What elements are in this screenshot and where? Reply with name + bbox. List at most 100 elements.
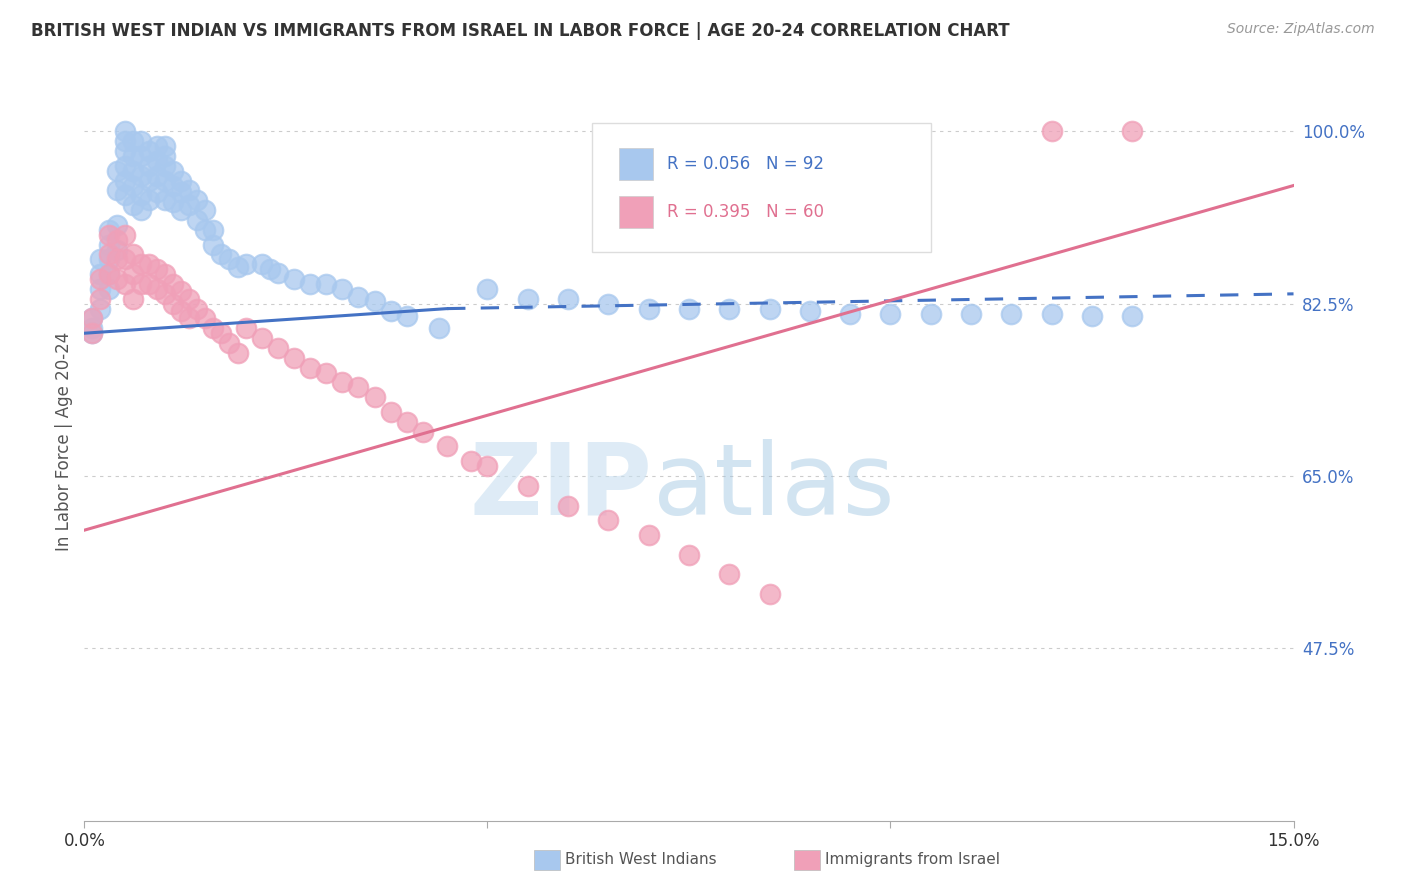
Point	[138, 159, 160, 173]
Point	[105, 252, 128, 267]
Point	[97, 252, 120, 267]
Point	[186, 194, 208, 208]
Point	[235, 257, 257, 271]
Point	[114, 188, 136, 202]
Text: Immigrants from Israel: Immigrants from Israel	[825, 853, 1000, 867]
Point	[194, 223, 217, 237]
Point	[758, 301, 780, 316]
Point	[105, 218, 128, 232]
Point	[598, 513, 620, 527]
Point	[97, 282, 120, 296]
Point	[105, 243, 128, 257]
Point	[146, 169, 169, 183]
Point	[105, 272, 128, 286]
Point	[1040, 124, 1063, 138]
Point	[347, 380, 370, 394]
Point	[153, 159, 176, 173]
Point	[395, 415, 418, 429]
Point	[179, 311, 201, 326]
Point	[162, 277, 184, 291]
Point	[330, 282, 353, 296]
Point	[920, 306, 942, 320]
Point	[105, 233, 128, 247]
Point	[218, 252, 240, 267]
Point	[209, 247, 232, 261]
Point	[412, 425, 434, 439]
Point	[202, 223, 225, 237]
Point	[1121, 310, 1143, 324]
Point	[1121, 124, 1143, 138]
Point	[1081, 310, 1104, 324]
Point	[960, 306, 983, 320]
Point	[202, 237, 225, 252]
Point	[138, 277, 160, 291]
Point	[477, 282, 499, 296]
Text: Source: ZipAtlas.com: Source: ZipAtlas.com	[1227, 22, 1375, 37]
Point	[516, 292, 538, 306]
Text: R = 0.395   N = 60: R = 0.395 N = 60	[668, 202, 824, 221]
Point	[598, 296, 620, 310]
Point	[637, 528, 659, 542]
Point	[89, 272, 111, 286]
Point	[121, 149, 143, 163]
Point	[250, 331, 273, 345]
Point	[637, 301, 659, 316]
Point	[89, 252, 111, 267]
Point	[121, 163, 143, 178]
Point	[82, 311, 104, 326]
Point	[283, 351, 305, 365]
Point	[557, 292, 579, 306]
Point	[121, 292, 143, 306]
Point	[315, 366, 337, 380]
Point	[283, 272, 305, 286]
Point	[678, 548, 700, 562]
Point	[97, 223, 120, 237]
Point	[82, 326, 104, 341]
Point	[129, 169, 152, 183]
Point	[170, 173, 193, 187]
FancyBboxPatch shape	[619, 148, 652, 180]
Point	[146, 282, 169, 296]
Point	[138, 257, 160, 271]
Point	[97, 247, 120, 261]
Point	[129, 277, 152, 291]
Point	[170, 203, 193, 218]
Point	[218, 336, 240, 351]
Point	[114, 252, 136, 267]
Point	[129, 188, 152, 202]
Point	[186, 213, 208, 227]
Point	[146, 186, 169, 200]
Point	[179, 292, 201, 306]
Point	[162, 163, 184, 178]
Point	[89, 282, 111, 296]
Point	[82, 321, 104, 335]
Point	[879, 306, 901, 320]
Point	[460, 454, 482, 468]
Point	[363, 293, 385, 308]
Point	[347, 290, 370, 304]
Point	[194, 311, 217, 326]
FancyBboxPatch shape	[592, 123, 931, 252]
Point	[202, 321, 225, 335]
Point	[194, 203, 217, 218]
Text: atlas: atlas	[652, 439, 894, 535]
Point	[179, 184, 201, 198]
Point	[153, 194, 176, 208]
Point	[250, 257, 273, 271]
Point	[153, 139, 176, 153]
Point	[153, 149, 176, 163]
Point	[162, 296, 184, 310]
Point	[114, 134, 136, 148]
Point	[146, 262, 169, 277]
Point	[89, 292, 111, 306]
Point	[153, 267, 176, 281]
Point	[105, 163, 128, 178]
Point	[315, 277, 337, 291]
Point	[209, 326, 232, 341]
Point	[121, 247, 143, 261]
Text: ZIP: ZIP	[470, 439, 652, 535]
Point	[170, 303, 193, 318]
Point	[267, 341, 290, 355]
Point	[380, 303, 402, 318]
Point	[299, 277, 322, 291]
